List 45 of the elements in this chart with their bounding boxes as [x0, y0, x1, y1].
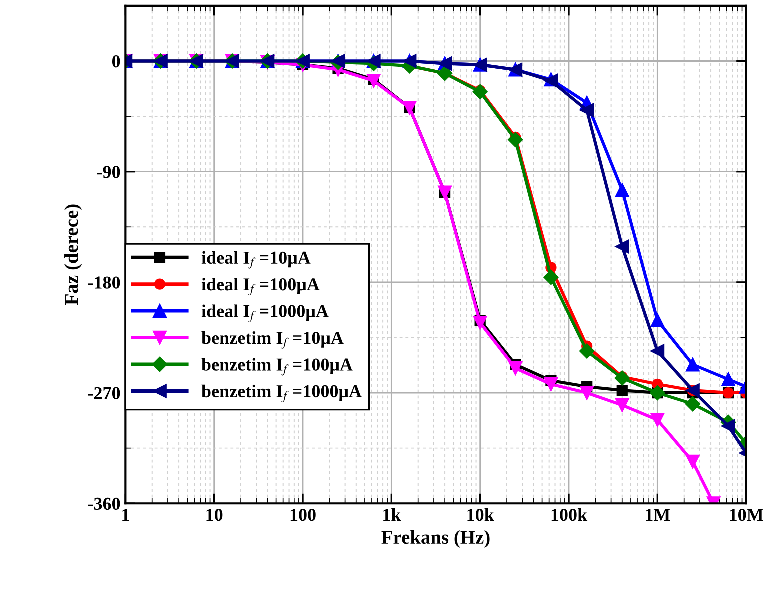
- point: [686, 358, 700, 372]
- point: [616, 385, 628, 396]
- point: [508, 132, 524, 148]
- point: [615, 398, 630, 412]
- point: [650, 413, 665, 428]
- point: [472, 84, 488, 100]
- x-tick-label: 1: [122, 509, 130, 522]
- point: [614, 370, 630, 386]
- point: [615, 183, 630, 198]
- y-axis-title: Faz (derece): [64, 204, 82, 306]
- x-tick-label: 100: [290, 509, 316, 522]
- point: [366, 74, 381, 88]
- y-tick-label: -90: [97, 166, 120, 178]
- point: [722, 419, 736, 434]
- point: [615, 240, 630, 254]
- point: [685, 396, 701, 412]
- point: [580, 103, 594, 118]
- point: [650, 344, 665, 358]
- x-tick-label: 1k: [384, 508, 402, 522]
- y-tick-label: -180: [88, 276, 120, 289]
- point: [508, 362, 523, 376]
- point: [544, 377, 558, 392]
- x-tick-label: 10M: [730, 509, 764, 522]
- point: [686, 454, 700, 469]
- legend-label: benzetim I$_{f}$ =1000μA: [202, 384, 362, 402]
- legend-label: benzetim I$_{f}$ =100μA: [202, 358, 353, 376]
- x-axis-title: Frekans (Hz): [382, 530, 490, 548]
- point: [544, 270, 559, 286]
- legend-label: ideal I$_{f}$ =10μA: [202, 251, 311, 269]
- point: [722, 372, 736, 386]
- point: [580, 386, 594, 400]
- point: [580, 344, 595, 359]
- x-tick-label: 10k: [468, 508, 494, 522]
- y-tick-label: 0: [112, 56, 120, 68]
- x-tick-label: 100k: [552, 508, 588, 522]
- point: [650, 314, 665, 328]
- point: [437, 66, 453, 82]
- y-tick-label: -360: [88, 498, 120, 510]
- legend-label: ideal I$_{f}$ =1000μA: [202, 304, 329, 322]
- legend-label: ideal I$_{f}$ =100μA: [202, 278, 320, 296]
- legend-label: benzetim I$_{f}$ =10μA: [202, 331, 344, 349]
- point: [473, 316, 488, 330]
- x-tick-label: 10: [206, 509, 223, 522]
- x-tick-label: 1M: [646, 509, 670, 522]
- y-tick-label: -270: [88, 387, 120, 400]
